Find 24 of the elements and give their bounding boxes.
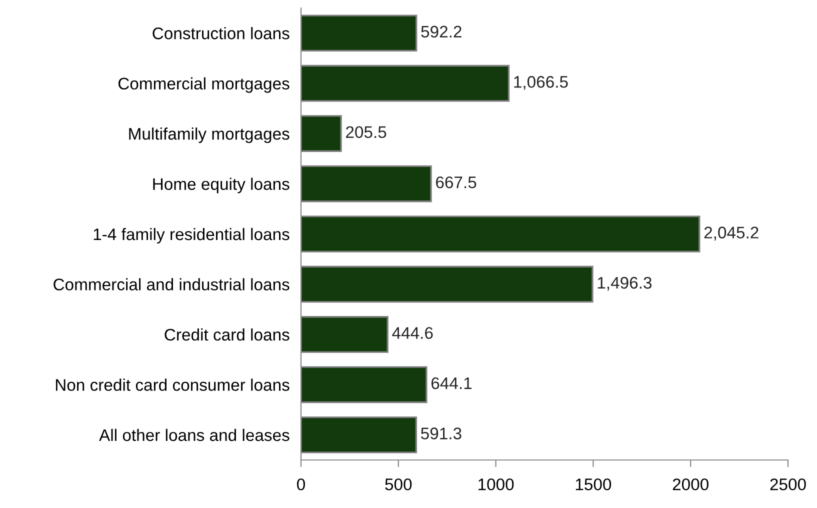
data-label: 205.5 <box>346 126 386 138</box>
x-tick-label: 2500 <box>770 478 806 490</box>
y-tick-label: Credit card loans <box>164 328 290 341</box>
data-label: 1,496.3 <box>598 276 652 291</box>
data-label: 592.2 <box>421 26 462 38</box>
data-label: 444.6 <box>392 327 433 339</box>
x-tick-label: 1500 <box>576 478 612 490</box>
y-tick-label: Commercial mortgages <box>118 77 290 93</box>
data-label: 667.5 <box>436 176 476 188</box>
y-tick-label: Construction loans <box>152 27 290 40</box>
x-tick-label: 0 <box>297 478 305 490</box>
y-tick-label: Non credit card consumer loans <box>56 378 290 391</box>
x-tick-label: 2000 <box>672 478 708 490</box>
y-tick-label: 1-4 family residential loans <box>94 228 290 244</box>
y-tick-label: Home equity loans <box>153 178 290 194</box>
data-label: 2,045.2 <box>704 226 758 240</box>
y-tick-label: All other loans and leases <box>99 428 290 442</box>
x-tick-label: 1000 <box>478 478 514 490</box>
data-label: 1,066.5 <box>514 76 568 90</box>
y-tick-label: Commercial and industrial loans <box>54 278 290 290</box>
data-label: 591.3 <box>421 428 462 440</box>
data-label: 644.1 <box>431 377 472 390</box>
y-tick-label: Multifamily mortgages <box>129 128 290 144</box>
x-tick-label: 500 <box>385 478 412 490</box>
